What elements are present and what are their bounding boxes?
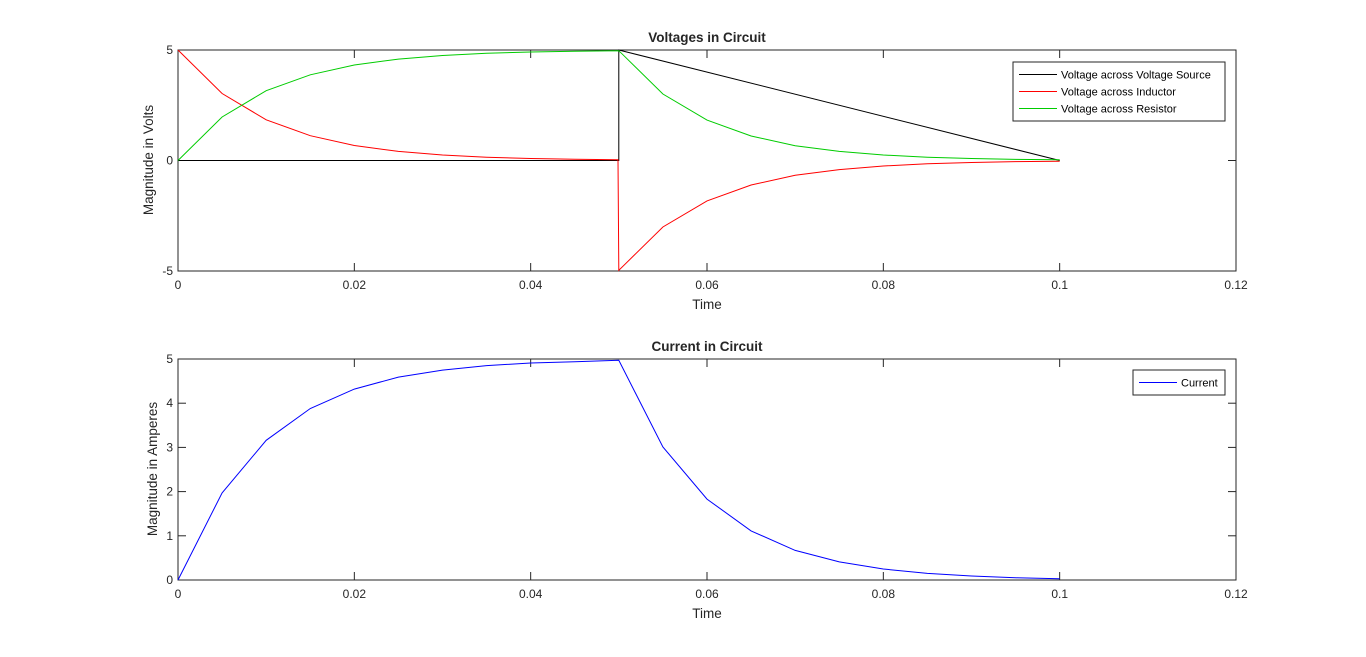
legend: Current xyxy=(1132,369,1226,396)
x-tick-label: 0.08 xyxy=(872,278,896,292)
x-axis-label: Time xyxy=(692,297,722,312)
legend-label: Voltage across Inductor xyxy=(1061,87,1176,99)
x-tick-label: 0.1 xyxy=(1051,587,1068,601)
series-line-1 xyxy=(177,359,1060,581)
x-tick-label: 0.06 xyxy=(695,587,719,601)
x-tick-label: 0.1 xyxy=(1051,278,1068,292)
series-line-3 xyxy=(177,50,1060,161)
x-tick-label: 0.06 xyxy=(695,278,719,292)
legend-label: Voltage across Resistor xyxy=(1061,104,1177,116)
x-tick-label: 0.02 xyxy=(343,278,367,292)
chart-title: Voltages in Circuit xyxy=(648,30,766,45)
series-line-2 xyxy=(177,49,1060,272)
y-tick-label: 0 xyxy=(166,154,173,168)
series-line-1 xyxy=(178,49,1060,161)
x-tick-label: 0.12 xyxy=(1224,587,1248,601)
legend: Voltage across Voltage Source Voltage acr… xyxy=(1012,61,1226,122)
voltages-axes: Voltages in Circuit Time Magnitude in Vo… xyxy=(141,30,1248,312)
y-tick-label: 1 xyxy=(166,529,173,543)
chart-title: Current in Circuit xyxy=(651,339,763,354)
x-tick-label: 0 xyxy=(175,587,182,601)
legend-label: Current xyxy=(1181,378,1218,390)
x-tick-label: 0.08 xyxy=(872,587,896,601)
y-tick-label: 5 xyxy=(166,352,173,366)
y-tick-label: 5 xyxy=(166,43,173,57)
y-axis-label: Magnitude in Volts xyxy=(141,105,156,216)
x-tick-label: 0.02 xyxy=(343,587,367,601)
current-axes: Current in Circuit Time Magnitude in Amp… xyxy=(145,339,1248,621)
y-tick-label: 2 xyxy=(166,485,173,499)
x-tick-label: 0.12 xyxy=(1224,278,1248,292)
plot-area xyxy=(177,358,1237,581)
x-axis-label: Time xyxy=(692,606,722,621)
y-tick-label: 3 xyxy=(166,440,173,454)
x-tick-label: 0.04 xyxy=(519,587,543,601)
y-tick-label: 0 xyxy=(166,573,173,587)
y-tick-label: -5 xyxy=(162,264,173,278)
x-tick-label: 0.04 xyxy=(519,278,543,292)
x-tick-label: 0 xyxy=(175,278,182,292)
y-tick-label: 4 xyxy=(166,396,173,410)
legend-label: Voltage across Voltage Source xyxy=(1061,70,1211,82)
y-axis-label: Magnitude in Amperes xyxy=(145,402,160,537)
